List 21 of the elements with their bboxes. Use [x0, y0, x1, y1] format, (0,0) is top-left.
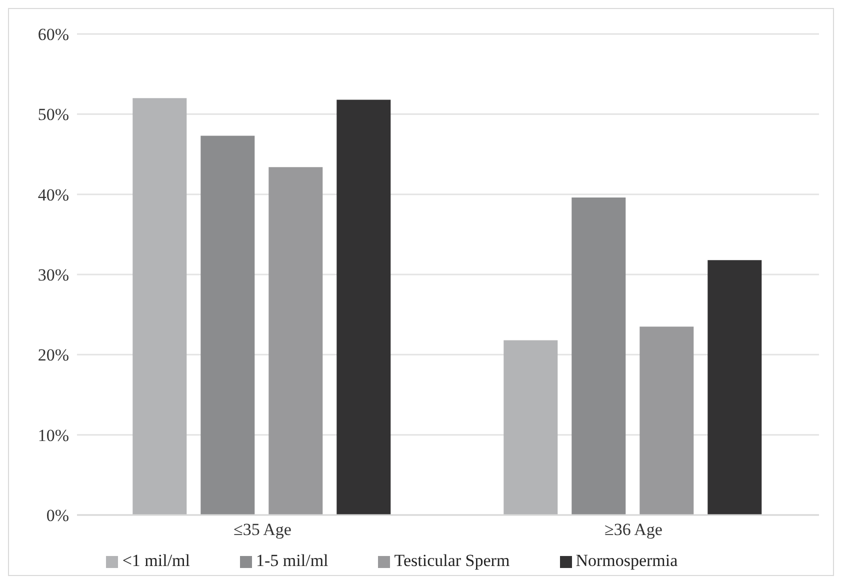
x-tick-label: ≥36 Age	[604, 520, 662, 540]
y-tick-label: 40%	[38, 185, 69, 204]
bar	[504, 340, 558, 515]
bar	[708, 260, 762, 515]
legend-label: Testicular Sperm	[394, 551, 510, 570]
bar	[336, 100, 391, 515]
bar	[268, 167, 323, 515]
y-tick-label: 20%	[38, 346, 69, 365]
y-tick-label: 50%	[38, 105, 69, 124]
y-tick-label: 10%	[38, 426, 69, 445]
bar	[132, 98, 187, 515]
x-tick-label: ≤35 Age	[234, 520, 292, 540]
legend-label: Normospermia	[576, 551, 678, 570]
y-tick-label: 60%	[38, 25, 69, 44]
y-tick-label: 0%	[46, 506, 69, 526]
bar	[640, 326, 694, 515]
y-tick-label: 30%	[38, 266, 69, 285]
bar	[200, 136, 255, 515]
bar	[572, 198, 626, 515]
legend-label: 1-5 mil/ml	[256, 551, 328, 570]
legend-label: <1 mil/ml	[122, 551, 190, 570]
